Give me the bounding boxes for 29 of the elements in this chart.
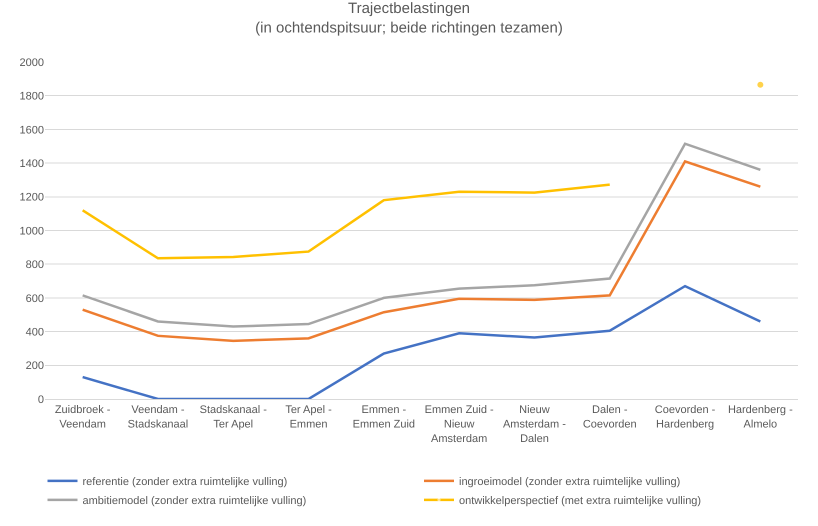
y-tick-label: 1000 — [20, 225, 44, 238]
x-tick-label: Emmen - Emmen Zuid — [352, 404, 416, 430]
legend-label: ingroeimodel (zonder extra ruimtelijke vulling) — [459, 476, 680, 488]
legend-label: ambitiemodel (zonder extra ruimtelijke vulling) — [82, 495, 306, 508]
line-series — [81, 160, 762, 342]
line-series — [81, 142, 762, 328]
y-tick-label: 1800 — [20, 90, 44, 103]
x-tick-label: Veendam - Stadskanaal — [128, 404, 188, 430]
line-series — [81, 284, 762, 399]
x-tick-label: Stadskanaal - Ter Apel — [200, 404, 268, 430]
legend-label: ontwikkelperspectief (met extra ruimtelijke vulling) — [459, 495, 702, 508]
y-tick-label: 600 — [26, 292, 44, 305]
legend-label: referentie (zonder extra ruimtelijke vulling) — [82, 476, 288, 488]
y-tick-label: 1600 — [20, 124, 44, 136]
x-tick-label: Hardenberg - Almelo — [728, 404, 794, 430]
y-tick-label: 200 — [26, 360, 44, 372]
x-tick-label: Ter Apel - Emmen — [285, 404, 332, 430]
x-tick-label: Nieuw Amsterdam - Dalen — [502, 404, 566, 445]
y-tick-label: 0 — [38, 394, 44, 406]
x-tick-label: Dalen - Coevorden — [582, 404, 637, 430]
x-tick-label: Coevorden - Hardenberg — [654, 404, 716, 430]
x-tick-label: Emmen Zuid - Nieuw Amsterdam — [424, 404, 494, 445]
y-tick-label: 800 — [26, 259, 44, 272]
x-tick-label: Zuidbroek - Veendam — [54, 404, 111, 430]
chart-title: Trajectbelastingen (in ochtendspitsuur; beide richtingen tezamen) — [255, 0, 563, 37]
y-tick-label: 2000 — [20, 56, 44, 69]
y-tick-label: 1200 — [20, 192, 44, 204]
y-tick-label: 1400 — [20, 158, 44, 170]
y-tick-label: 400 — [26, 326, 44, 338]
